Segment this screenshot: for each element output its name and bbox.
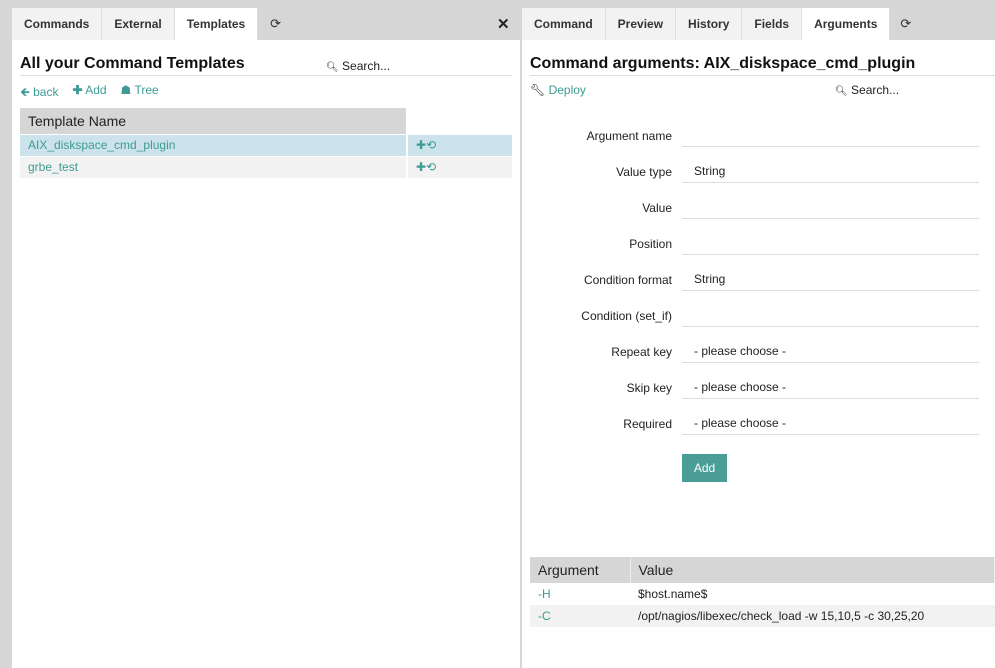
row-actions: ✚⟲	[407, 155, 512, 178]
argument-form: Argument name Value type String Value Positi…	[522, 40, 995, 520]
tab-arguments[interactable]: Arguments	[802, 8, 891, 40]
plus-icon[interactable]: ✚	[416, 138, 427, 152]
search-input[interactable]: 🔍︎ Search...	[326, 59, 391, 73]
field-input[interactable]: - please choose -	[682, 377, 979, 399]
tab-templates[interactable]: Templates	[174, 8, 259, 40]
table-row[interactable]: AIX_diskspace_cmd_plugin ✚⟲	[20, 133, 512, 156]
field-label: Argument name	[586, 129, 672, 143]
field-label: Skip key	[626, 381, 672, 395]
field-input[interactable]: - please choose -	[682, 413, 979, 435]
arguments-table: Argument Value -H $host.name$ -C/opt/nagio…	[530, 557, 995, 627]
field-input[interactable]	[682, 125, 979, 147]
divider	[530, 75, 995, 76]
add-link[interactable]: ✚ Add	[72, 83, 107, 97]
add-button[interactable]: Add	[682, 454, 727, 482]
page-title: All your Command Templates	[20, 55, 245, 72]
field-input[interactable]	[682, 233, 979, 255]
tab-command[interactable]: Command	[522, 8, 606, 40]
right-tabs: Command Preview History Fields Arguments…	[522, 8, 923, 40]
field-label: Condition (set_if)	[581, 309, 672, 323]
refresh-icon[interactable]: ⟳	[270, 16, 282, 31]
history-icon[interactable]: ⟲	[426, 138, 437, 152]
plus-icon[interactable]: ✚	[416, 160, 427, 175]
tab-external[interactable]: External	[102, 8, 175, 40]
field-label: Value type	[616, 165, 672, 179]
table-row[interactable]: grbe_test ✚⟲	[20, 155, 512, 178]
field-input[interactable]: String	[682, 269, 979, 291]
wrench-icon: 🔧︎	[530, 83, 546, 97]
column-header: Argument	[530, 557, 631, 583]
field-input[interactable]: String	[682, 161, 979, 183]
tree-link[interactable]: ☗ Tree	[120, 83, 159, 97]
table-row[interactable]: -H $host.name$	[538, 587, 708, 601]
column-header: Value	[630, 557, 995, 583]
templates-panel: All your Command Templates 🔍︎ Search... …	[12, 40, 520, 668]
tab-history[interactable]: History	[676, 8, 743, 40]
field-label: Value	[642, 201, 672, 215]
search-input[interactable]: 🔍︎ Search...	[835, 83, 900, 97]
tab-commands[interactable]: Commands	[12, 8, 103, 40]
sitemap-icon: ☗	[120, 83, 132, 97]
tab-preview[interactable]: Preview	[605, 8, 677, 40]
column-header: Template Name	[20, 108, 408, 134]
arrow-left-icon: 🡸	[20, 85, 30, 99]
field-label: Required	[623, 417, 672, 431]
page-title: Command arguments: AIX_diskspace_cmd_plu…	[530, 55, 916, 72]
field-label: Position	[629, 237, 672, 251]
field-label: Repeat key	[611, 345, 672, 359]
field-input[interactable]: - please choose -	[682, 341, 979, 363]
divider	[20, 75, 512, 76]
field-input[interactable]	[682, 197, 979, 219]
field-input[interactable]	[682, 305, 979, 327]
deploy-link[interactable]: 🔧︎ Deploy	[530, 83, 586, 97]
templates-table: Template Name AIX_diskspace_cmd_plugin ✚⟲…	[20, 108, 512, 178]
arguments-panel: Command arguments: AIX_diskspace_cmd_plu…	[522, 40, 995, 668]
left-tabs: Commands External Templates ⟳	[12, 8, 293, 40]
search-icon: 🔍︎	[326, 62, 339, 73]
search-icon: 🔍︎	[835, 86, 848, 97]
close-icon[interactable]: ✕	[497, 16, 510, 33]
table-row[interactable]: -C/opt/nagios/libexec/check_load -w 15,1…	[530, 605, 995, 627]
history-icon[interactable]: ⟲	[426, 160, 437, 175]
plus-icon: ✚	[72, 83, 83, 97]
refresh-icon[interactable]: ⟳	[900, 16, 912, 31]
field-label: Condition format	[583, 273, 672, 287]
tab-fields[interactable]: Fields	[742, 8, 803, 40]
row-actions: ✚⟲	[407, 133, 512, 156]
back-link[interactable]: 🡸 back	[20, 85, 59, 99]
